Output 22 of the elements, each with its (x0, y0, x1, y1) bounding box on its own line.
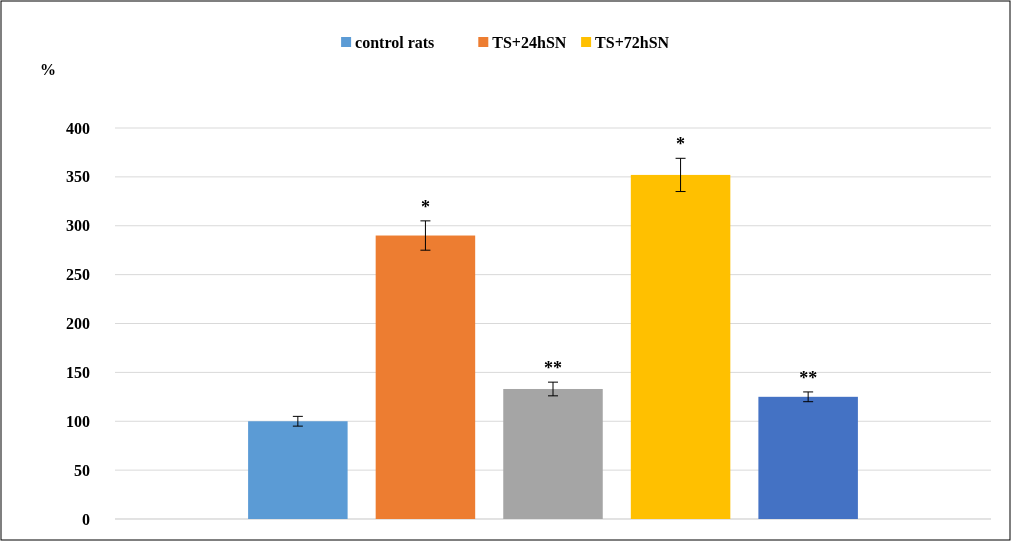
legend-label: control rats (355, 33, 435, 51)
y-tick-label: 50 (74, 461, 90, 479)
annotation: ** (544, 358, 562, 379)
y-tick-label: 0 (82, 510, 90, 528)
y-tick-label: 300 (66, 217, 90, 235)
legend-label: TS+72hSN (595, 33, 670, 51)
y-tick-label: 350 (66, 168, 90, 186)
y-tick-label: 200 (66, 315, 90, 333)
legend-label: TS+24hSN (492, 33, 567, 51)
bar (630, 174, 731, 519)
bar (375, 235, 476, 519)
bar (503, 388, 603, 519)
y-tick-label: 100 (66, 412, 90, 430)
y-axis-title: % (40, 61, 56, 78)
annotation: * (676, 134, 686, 155)
y-tick-label: 400 (66, 119, 90, 137)
bar (248, 421, 348, 519)
annotation: * (420, 196, 430, 217)
y-tick-label: 250 (66, 266, 90, 284)
y-tick-label: 150 (66, 363, 90, 381)
bar (758, 396, 858, 519)
annotation: ** (799, 367, 818, 388)
